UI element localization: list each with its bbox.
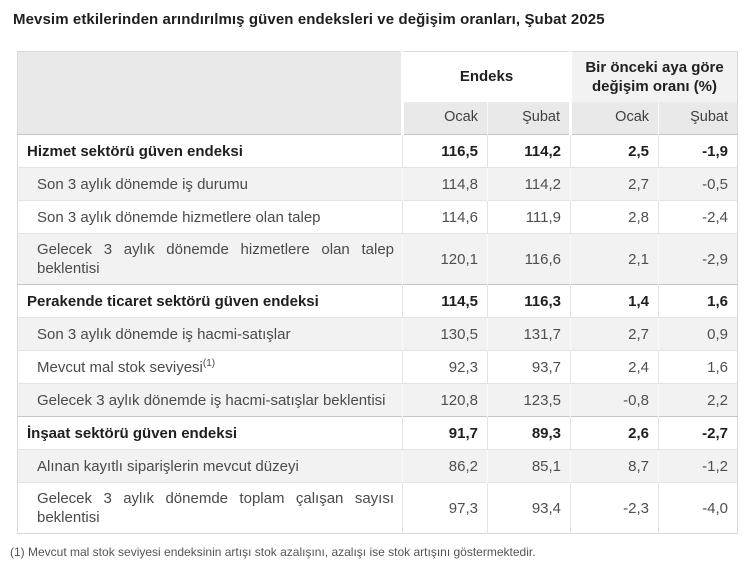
row-label-text: Perakende ticaret sektörü güven endeksi bbox=[27, 292, 319, 310]
table-header: Endeks Bir önceki aya göre değişim oranı… bbox=[17, 51, 738, 135]
value-cell: -2,3 bbox=[570, 482, 659, 534]
row-label: Gelecek 3 aylık dönemde hizmetlere olan … bbox=[17, 233, 403, 285]
table-row: Hizmet sektörü güven endeksi 116,5 114,2 2,… bbox=[17, 134, 738, 168]
header-month-row: Ocak Şubat Ocak Şubat bbox=[18, 101, 738, 135]
row-label: Son 3 aylık dönemde hizmetlere olan tale… bbox=[17, 200, 403, 234]
value-cell: 114,5 bbox=[402, 284, 488, 318]
row-label: Gelecek 3 aylık dönemde iş hacmi-satışla… bbox=[17, 383, 403, 417]
row-label-text: Son 3 aylık dönemde iş hacmi-satışlar bbox=[37, 325, 291, 343]
value-cell: 2,8 bbox=[570, 200, 659, 234]
table-body: Hizmet sektörü güven endeksi 116,5 114,2 2,… bbox=[17, 134, 738, 534]
value-cell: 116,3 bbox=[486, 284, 571, 318]
value-cell: 2,7 bbox=[570, 317, 659, 351]
value-cell: 111,9 bbox=[486, 200, 571, 234]
value-cell: 114,6 bbox=[402, 200, 488, 234]
row-label-text: Gelecek 3 aylık dönemde toplam çalışan s… bbox=[37, 490, 394, 526]
value-cell: 1,6 bbox=[658, 284, 738, 318]
value-cell: 93,4 bbox=[486, 482, 571, 534]
value-cell: 97,3 bbox=[402, 482, 488, 534]
value-cell: -0,5 bbox=[658, 167, 738, 201]
value-cell: 2,6 bbox=[570, 416, 659, 450]
value-cell: 86,2 bbox=[402, 449, 488, 483]
value-cell: -2,4 bbox=[658, 200, 738, 234]
value-cell: 114,2 bbox=[486, 167, 571, 201]
footnote: (1) Mevcut mal stok seviyesi endeksinin … bbox=[10, 545, 536, 559]
table-row: Gelecek 3 aylık dönemde hizmetlere olan … bbox=[17, 233, 738, 285]
table-row: Son 3 aylık dönemde hizmetlere olan tale… bbox=[17, 200, 738, 234]
header-group-change: Bir önceki aya göre değişim oranı (%) bbox=[569, 51, 738, 102]
table-row: Gelecek 3 aylık dönemde toplam çalışan s… bbox=[17, 482, 738, 534]
header-month-ocak-endeks: Ocak bbox=[402, 101, 488, 135]
value-cell: 93,7 bbox=[486, 350, 571, 384]
value-cell: 2,2 bbox=[658, 383, 738, 417]
value-cell: 2,5 bbox=[570, 134, 659, 168]
value-cell: 1,4 bbox=[570, 284, 659, 318]
value-cell: 2,4 bbox=[570, 350, 659, 384]
table-row: Gelecek 3 aylık dönemde iş hacmi-satışla… bbox=[17, 383, 738, 417]
value-cell: 114,2 bbox=[486, 134, 571, 168]
row-label: Son 3 aylık dönemde iş hacmi-satışlar bbox=[17, 317, 403, 351]
value-cell: 130,5 bbox=[402, 317, 488, 351]
value-cell: -1,2 bbox=[658, 449, 738, 483]
value-cell: 92,3 bbox=[402, 350, 488, 384]
row-label-text: İnşaat sektörü güven endeksi bbox=[27, 424, 238, 442]
value-cell: 120,8 bbox=[402, 383, 488, 417]
table-row: Perakende ticaret sektörü güven endeksi 1… bbox=[17, 284, 738, 318]
header-corner-cell bbox=[17, 51, 404, 135]
row-label: Hizmet sektörü güven endeksi bbox=[17, 134, 403, 168]
value-cell: 1,6 bbox=[658, 350, 738, 384]
header-group-endeks: Endeks bbox=[402, 51, 571, 102]
page-title: Mevsim etkilerinden arındırılmış güven e… bbox=[13, 11, 605, 28]
value-cell: 114,8 bbox=[402, 167, 488, 201]
table-row: Son 3 aylık dönemde iş hacmi-satışlar 130… bbox=[17, 317, 738, 351]
row-label: Perakende ticaret sektörü güven endeksi bbox=[17, 284, 403, 318]
header-group-row: Endeks Bir önceki aya göre değişim oranı… bbox=[17, 51, 738, 135]
table-row: Alınan kayıtlı siparişlerin mevcut düzey… bbox=[17, 449, 738, 483]
value-cell: 91,7 bbox=[402, 416, 488, 450]
row-label-text: Gelecek 3 aylık dönemde iş hacmi-satışla… bbox=[37, 391, 386, 409]
row-label-text: Gelecek 3 aylık dönemde hizmetlere olan … bbox=[37, 241, 394, 277]
value-cell: 116,6 bbox=[486, 233, 571, 285]
value-cell: -0,8 bbox=[570, 383, 659, 417]
value-cell: 85,1 bbox=[486, 449, 571, 483]
value-cell: 123,5 bbox=[486, 383, 571, 417]
table-row: Mevcut mal stok seviyesi(1) 92,3 93,7 2,4 1,… bbox=[17, 350, 738, 384]
value-cell: 116,5 bbox=[402, 134, 488, 168]
value-cell: 89,3 bbox=[486, 416, 571, 450]
header-month-ocak-change: Ocak bbox=[569, 101, 659, 135]
header-month-subat-change: Şubat bbox=[658, 101, 738, 135]
value-cell: -2,7 bbox=[658, 416, 738, 450]
value-cell: 0,9 bbox=[658, 317, 738, 351]
value-cell: 2,7 bbox=[570, 167, 659, 201]
row-label: Mevcut mal stok seviyesi(1) bbox=[17, 350, 403, 384]
row-label-text: Hizmet sektörü güven endeksi bbox=[27, 142, 243, 160]
table-row: İnşaat sektörü güven endeksi 91,7 89,3 2,6-… bbox=[17, 416, 738, 450]
table-row: Son 3 aylık dönemde iş durumu 114,8 114,2 2… bbox=[17, 167, 738, 201]
row-label: Alınan kayıtlı siparişlerin mevcut düzey… bbox=[17, 449, 403, 483]
value-cell: 131,7 bbox=[486, 317, 571, 351]
header-month-subat-endeks: Şubat bbox=[486, 101, 571, 135]
value-cell: -4,0 bbox=[658, 482, 738, 534]
row-label-text: Mevcut mal stok seviyesi bbox=[37, 358, 203, 376]
row-label: Son 3 aylık dönemde iş durumu bbox=[17, 167, 403, 201]
value-cell: 8,7 bbox=[570, 449, 659, 483]
row-label: İnşaat sektörü güven endeksi bbox=[17, 416, 403, 450]
row-label: Gelecek 3 aylık dönemde toplam çalışan s… bbox=[17, 482, 403, 534]
value-cell: -2,9 bbox=[658, 233, 738, 285]
confidence-index-table: Endeks Bir önceki aya göre değişim oranı… bbox=[17, 51, 739, 534]
value-cell: 2,1 bbox=[570, 233, 659, 285]
row-label-text: Son 3 aylık dönemde hizmetlere olan tale… bbox=[37, 208, 321, 226]
value-cell: 120,1 bbox=[402, 233, 488, 285]
row-label-text: Son 3 aylık dönemde iş durumu bbox=[37, 175, 248, 193]
row-label-text: Alınan kayıtlı siparişlerin mevcut düzey… bbox=[37, 457, 299, 475]
footnote-marker: (1) bbox=[202, 357, 216, 369]
value-cell: -1,9 bbox=[658, 134, 738, 168]
